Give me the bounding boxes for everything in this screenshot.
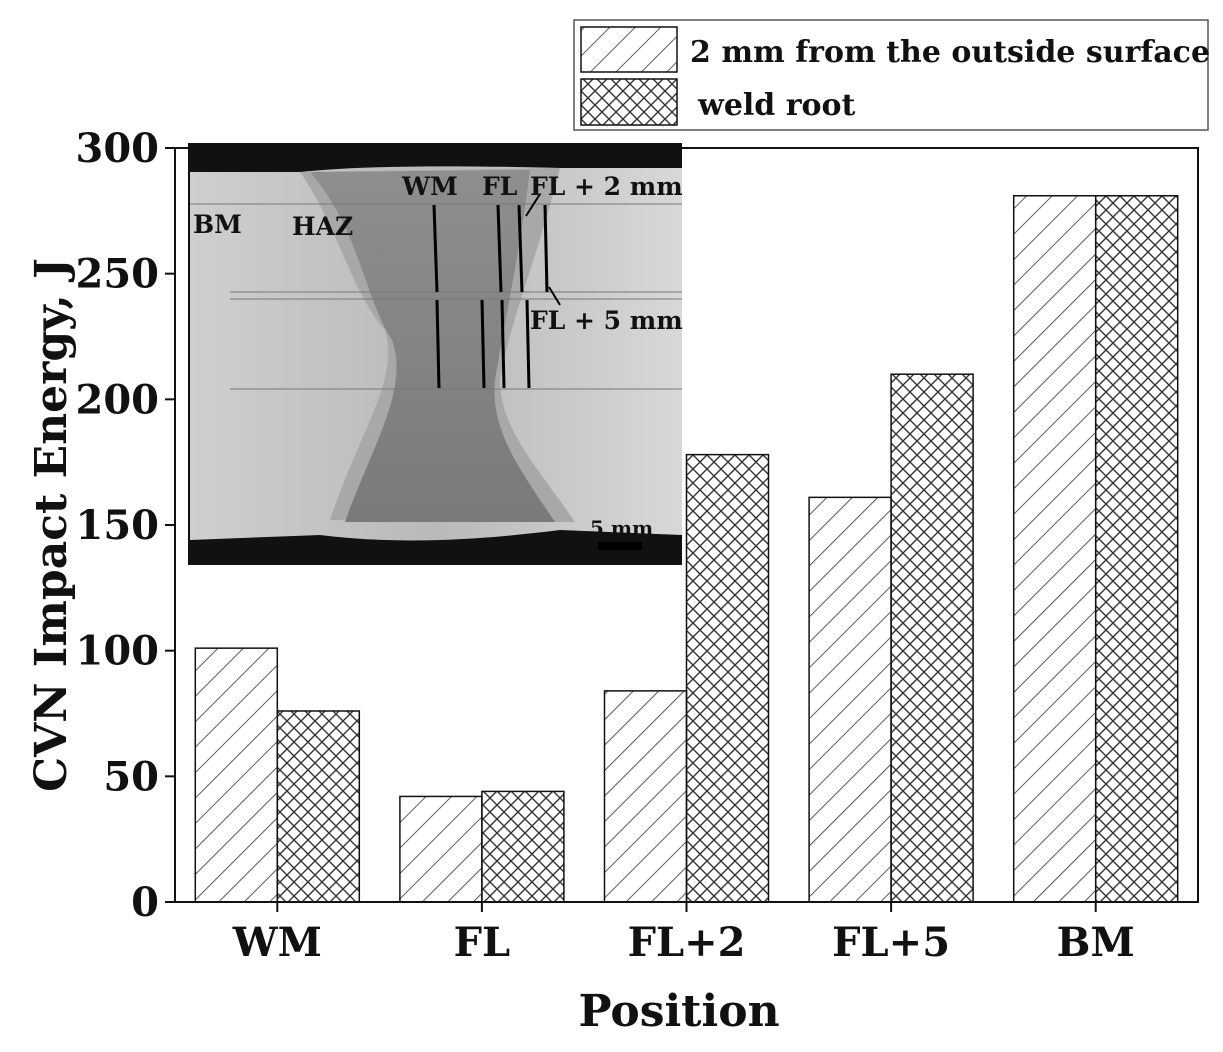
x-tick-label: FL+5 — [832, 919, 950, 966]
inset-weld-metal — [310, 170, 555, 522]
inset-label-fl-2mm: FL + 2 mm — [530, 172, 683, 201]
legend-swatch-weld-root — [580, 78, 678, 126]
inset-label-haz: HAZ — [292, 212, 353, 241]
bar-fl-series-2 — [481, 790, 565, 903]
inset-scale-bar — [598, 542, 642, 550]
bars-group — [194, 195, 1179, 903]
x-axis-title: Position — [578, 986, 779, 1037]
bar-flplus5-series-2 — [890, 373, 974, 903]
notch-line — [543, 204, 549, 293]
x-tick-label: FL — [454, 919, 511, 966]
x-tick-label: WM — [232, 919, 322, 966]
y-tick-label: 50 — [103, 753, 159, 800]
bar-bm-series-1 — [1012, 195, 1097, 903]
legend: 2 mm from the outside surface weld root — [573, 19, 1210, 131]
inset-label-fl: FL — [482, 172, 518, 201]
notch-line — [496, 204, 503, 293]
y-tick-label: 300 — [76, 125, 160, 172]
legend-swatch-outside-surface — [580, 26, 678, 73]
notch-line — [525, 299, 531, 389]
x-tick-label: BM — [1057, 919, 1135, 966]
x-tick-label: FL+2 — [628, 919, 746, 966]
notch-line — [517, 204, 524, 293]
y-tick-label: 100 — [76, 628, 160, 675]
inset-arrow — [548, 286, 561, 306]
y-tick-label: 250 — [76, 251, 160, 298]
bar-wm-series-2 — [276, 710, 361, 903]
inset-macrograph: BM HAZ WM FL FL + 2 mm FL + 5 mm 5 mm — [188, 143, 683, 565]
notch-line — [480, 299, 486, 389]
notch-line — [500, 299, 506, 389]
y-tick-label: 200 — [76, 376, 160, 423]
notch-line — [435, 299, 441, 389]
inset-scale-label: 5 mm — [590, 516, 653, 540]
bar-wm-series-1 — [194, 647, 279, 903]
bar-bm-series-2 — [1094, 195, 1179, 903]
inset-arrow — [525, 193, 541, 217]
legend-box — [573, 19, 1209, 131]
legend-label-weld-root: weld root — [697, 88, 856, 123]
inset-label-fl-5mm: FL + 5 mm — [530, 306, 683, 335]
bar-flplus2-series-1 — [603, 690, 688, 903]
bar-fl-series-1 — [399, 795, 483, 903]
bar-flplus5-series-1 — [808, 496, 892, 903]
x-axis: WM FL FL+2 FL+5 BM — [232, 902, 1135, 966]
notch-line — [432, 204, 439, 293]
y-tick-label: 150 — [76, 502, 160, 549]
inset-label-wm: WM — [401, 172, 458, 201]
y-axis: 0 50 100 150 200 250 300 — [76, 125, 175, 926]
legend-label-outside-surface: 2 mm from the outside surface — [690, 35, 1210, 70]
y-axis-title: CVN Impact Energy, J — [26, 258, 77, 792]
bar-flplus2-series-2 — [685, 453, 770, 903]
inset-label-bm: BM — [193, 210, 242, 239]
y-tick-label: 0 — [131, 879, 159, 926]
